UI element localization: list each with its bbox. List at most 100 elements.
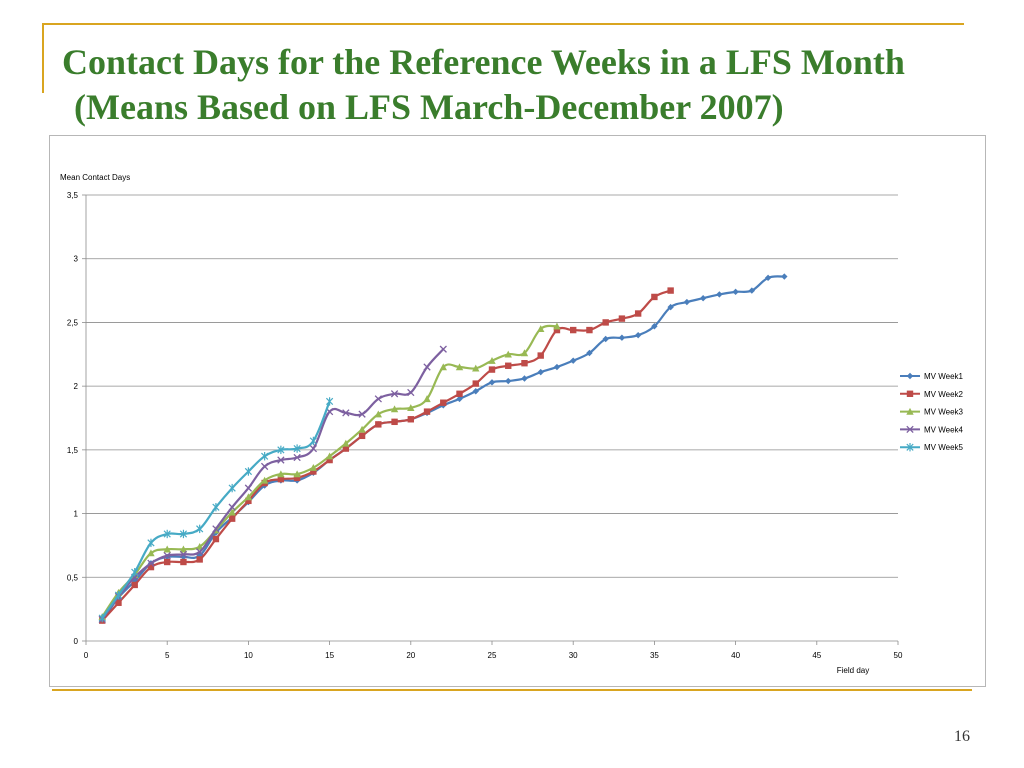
data-point: [407, 416, 414, 423]
x-tick-label: 15: [325, 651, 334, 660]
data-point: [342, 439, 350, 447]
data-point: [358, 432, 366, 440]
series-line-mv-week1: [101, 275, 785, 622]
data-point: [358, 410, 366, 418]
x-tick-label: 35: [650, 651, 659, 660]
chart-legend: MV Week1 MV Week2 MV Week3 MV Week4 MV Week5: [900, 372, 964, 452]
data-point: [163, 529, 171, 539]
data-point: [196, 524, 204, 534]
data-point: [651, 293, 658, 301]
legend-marker: [906, 390, 914, 397]
data-point: [195, 543, 204, 550]
data-point: [260, 476, 269, 484]
data-point: [553, 363, 561, 371]
data-point: [309, 436, 317, 446]
data-point: [553, 322, 561, 330]
data-point: [131, 567, 139, 577]
data-point: [277, 475, 285, 483]
series-line-mv-week4: [101, 348, 445, 620]
data-point: [147, 559, 155, 567]
data-point: [667, 303, 674, 311]
data-point: [244, 493, 253, 501]
data-point: [179, 550, 188, 559]
data-point: [472, 380, 479, 387]
x-tick-label: 50: [894, 651, 903, 660]
data-point: [651, 323, 658, 330]
data-point: [114, 590, 123, 600]
data-point: [732, 288, 739, 296]
data-point: [390, 405, 399, 413]
legend-item-mv-week5: MV Week5: [900, 443, 964, 452]
data-point: [277, 445, 285, 455]
y-axis-ticks: 0 0,5 1 1,5 2 2,5 3 3,5: [67, 191, 86, 646]
x-axis-label: Field day: [837, 666, 869, 675]
data-point: [439, 363, 447, 371]
data-point: [667, 287, 674, 294]
series-mv-week2: [99, 287, 674, 624]
data-point: [407, 404, 415, 412]
x-tick-label: 45: [812, 651, 821, 660]
y-tick-label: 1,5: [67, 446, 79, 455]
legend-label: MV Week2: [924, 390, 964, 399]
legend-marker: [906, 407, 914, 415]
data-point: [180, 558, 187, 566]
data-point: [537, 368, 544, 376]
slide-title: Contact Days for the Reference Weeks in …: [62, 40, 1012, 130]
page-number: 16: [954, 728, 970, 745]
data-point: [196, 548, 204, 556]
data-point: [391, 418, 398, 426]
line-chart: 0 0,5 1 1,5 2 2,5 3 3,5 0 5 10 15 20 25 30 35 40 45 50 MV…: [60, 173, 964, 675]
data-point: [472, 388, 479, 395]
data-point: [375, 421, 382, 428]
data-point: [764, 274, 772, 282]
data-point: [98, 613, 106, 623]
data-point: [634, 331, 642, 339]
data-point: [374, 395, 382, 403]
legend-item-mv-week3: MV Week3: [900, 408, 964, 417]
data-point: [504, 350, 512, 358]
data-point: [521, 375, 528, 382]
data-point: [472, 364, 480, 372]
data-point: [244, 484, 253, 492]
legend-item-mv-week1: MV Week1: [900, 372, 964, 381]
data-point: [586, 326, 593, 334]
x-tick-label: 25: [488, 651, 497, 660]
legend-label: MV Week3: [924, 408, 964, 417]
data-point: [277, 456, 285, 464]
y-tick-label: 1: [74, 510, 79, 519]
legend-marker: [906, 443, 914, 452]
data-point: [570, 357, 577, 364]
data-point: [131, 581, 138, 589]
data-point: [407, 388, 415, 397]
data-point: [179, 529, 188, 539]
data-point: [310, 468, 317, 475]
legend-marker: [906, 425, 914, 434]
title-frame-left-line: [42, 23, 44, 93]
legend-item-mv-week2: MV Week2: [900, 390, 964, 399]
data-point: [293, 470, 301, 478]
chart-gridlines: [86, 194, 898, 578]
data-point: [309, 444, 318, 453]
data-point: [748, 287, 756, 294]
legend-item-mv-week4: MV Week4: [900, 425, 964, 434]
x-tick-label: 30: [569, 651, 578, 660]
data-point: [212, 535, 220, 543]
data-point: [245, 497, 252, 505]
series-line-mv-week3: [101, 324, 558, 618]
data-point: [228, 503, 236, 511]
data-point: [260, 462, 269, 471]
chart-series: [98, 273, 788, 624]
data-point: [342, 445, 350, 452]
data-point: [699, 295, 707, 302]
data-point: [423, 395, 431, 403]
data-point: [520, 349, 529, 357]
data-point: [244, 467, 253, 476]
data-point: [505, 377, 512, 385]
y-tick-label: 3: [74, 255, 79, 264]
data-point: [618, 315, 626, 322]
slide-title-line2: (Means Based on LFS March-December 2007): [74, 87, 784, 127]
data-point: [505, 362, 512, 369]
data-point: [521, 360, 528, 367]
chart-area: 0 0,5 1 1,5 2 2,5 3 3,5 0 5 10 15 20 25 30 35 40 45 50 MV…: [49, 135, 986, 687]
x-axis-ticks: 0 5 10 15 20 25 30 35 40 45 50: [84, 641, 903, 660]
